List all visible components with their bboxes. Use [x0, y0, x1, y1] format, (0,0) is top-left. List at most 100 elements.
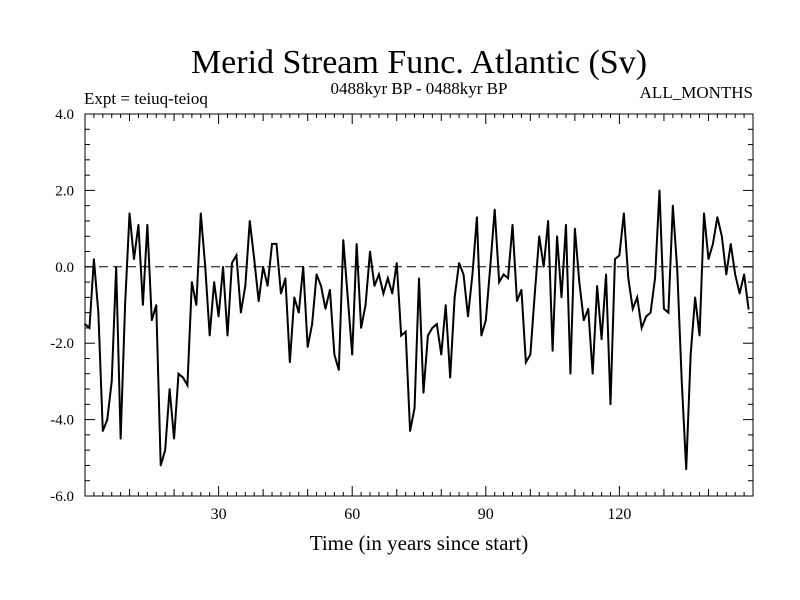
y-tick-label: 4.0	[55, 107, 74, 123]
data-point	[84, 323, 86, 325]
data-point	[360, 327, 363, 329]
plot-frame	[84, 113, 754, 497]
data-point	[747, 307, 750, 310]
data-point	[565, 223, 567, 226]
data-point	[720, 235, 723, 238]
data-point	[208, 334, 211, 337]
data-point	[186, 384, 189, 387]
data-point	[226, 334, 229, 337]
data-point	[248, 220, 251, 222]
data-point	[364, 304, 367, 306]
data-point	[333, 353, 336, 356]
data-point	[738, 292, 741, 295]
data-point	[386, 277, 389, 280]
data-point	[320, 285, 322, 287]
data-series-line	[84, 190, 750, 470]
data-point	[622, 212, 625, 215]
data-point	[231, 262, 233, 264]
data-point	[582, 319, 585, 322]
data-point	[658, 189, 661, 192]
y-tick-label: -4.0	[50, 413, 74, 429]
data-point	[324, 307, 327, 310]
data-point	[654, 277, 656, 280]
data-point	[355, 242, 358, 245]
data-point	[498, 281, 501, 283]
data-point	[418, 277, 420, 280]
data-point	[280, 292, 282, 295]
data-point	[533, 292, 536, 295]
data-point	[88, 327, 91, 329]
data-point	[262, 265, 265, 268]
x-axis-label: Time (in years since start)	[310, 531, 529, 555]
y-axis: 4.0 2.0 0.0 -2.0 -4.0 -6.0	[50, 107, 753, 505]
data-point	[195, 304, 198, 306]
data-point	[306, 346, 309, 348]
data-point	[124, 304, 126, 306]
data-point	[119, 437, 122, 440]
data-point	[631, 307, 634, 310]
data-point	[155, 304, 158, 306]
data-point	[257, 300, 260, 303]
data-point	[173, 437, 175, 440]
data-point	[369, 250, 371, 253]
data-point	[275, 242, 278, 245]
data-point	[97, 311, 100, 314]
data-point	[271, 242, 273, 245]
data-point	[524, 361, 527, 364]
data-point	[712, 242, 714, 245]
data-point	[493, 208, 496, 211]
data-point	[164, 449, 167, 452]
data-point	[235, 254, 238, 257]
chart-subtitle-right: ALL_MONTHS	[640, 83, 753, 102]
data-point	[404, 330, 407, 333]
data-point	[560, 296, 563, 299]
data-point	[725, 273, 728, 276]
data-point	[484, 319, 487, 322]
data-point	[573, 227, 576, 230]
data-point	[284, 277, 287, 280]
data-point	[734, 273, 737, 276]
data-point	[106, 418, 109, 421]
data-point	[351, 353, 354, 356]
data-point	[529, 353, 532, 356]
data-point	[190, 281, 193, 283]
data-point	[640, 327, 643, 329]
data-point	[520, 288, 523, 291]
data-point	[538, 235, 541, 238]
data-point	[222, 265, 224, 268]
data-point	[600, 338, 603, 341]
data-point	[133, 258, 135, 261]
data-point	[391, 292, 394, 295]
data-point	[93, 258, 95, 261]
chart-title: Merid Stream Func. Atlantic (Sv)	[191, 44, 647, 81]
y-tick-label: 2.0	[55, 183, 74, 199]
data-point	[609, 403, 612, 406]
data-point	[159, 464, 162, 467]
data-point	[467, 315, 469, 318]
data-point	[177, 372, 180, 375]
data-point	[671, 204, 674, 207]
data-point	[743, 273, 745, 276]
data-point	[453, 296, 456, 299]
x-tick-label: 120	[607, 506, 631, 523]
data-point	[511, 223, 514, 226]
data-point	[618, 254, 621, 257]
data-point	[440, 353, 443, 356]
x-tick-label: 90	[478, 506, 494, 523]
chart-subtitle-center: 0488kyr BP - 0488kyr BP	[331, 79, 508, 98]
data-point	[502, 273, 505, 276]
data-point	[244, 285, 247, 287]
data-point	[422, 391, 425, 394]
data-point	[253, 258, 256, 261]
data-point	[293, 296, 296, 299]
data-point	[346, 296, 349, 299]
data-point	[373, 285, 376, 287]
data-point	[311, 323, 314, 325]
data-point	[297, 311, 300, 314]
data-point	[199, 212, 202, 215]
data-point	[217, 315, 220, 318]
y-tick-label: -6.0	[50, 489, 74, 505]
x-axis: 30 60 90 120	[93, 114, 745, 523]
data-point	[337, 369, 340, 371]
data-point	[444, 304, 447, 306]
